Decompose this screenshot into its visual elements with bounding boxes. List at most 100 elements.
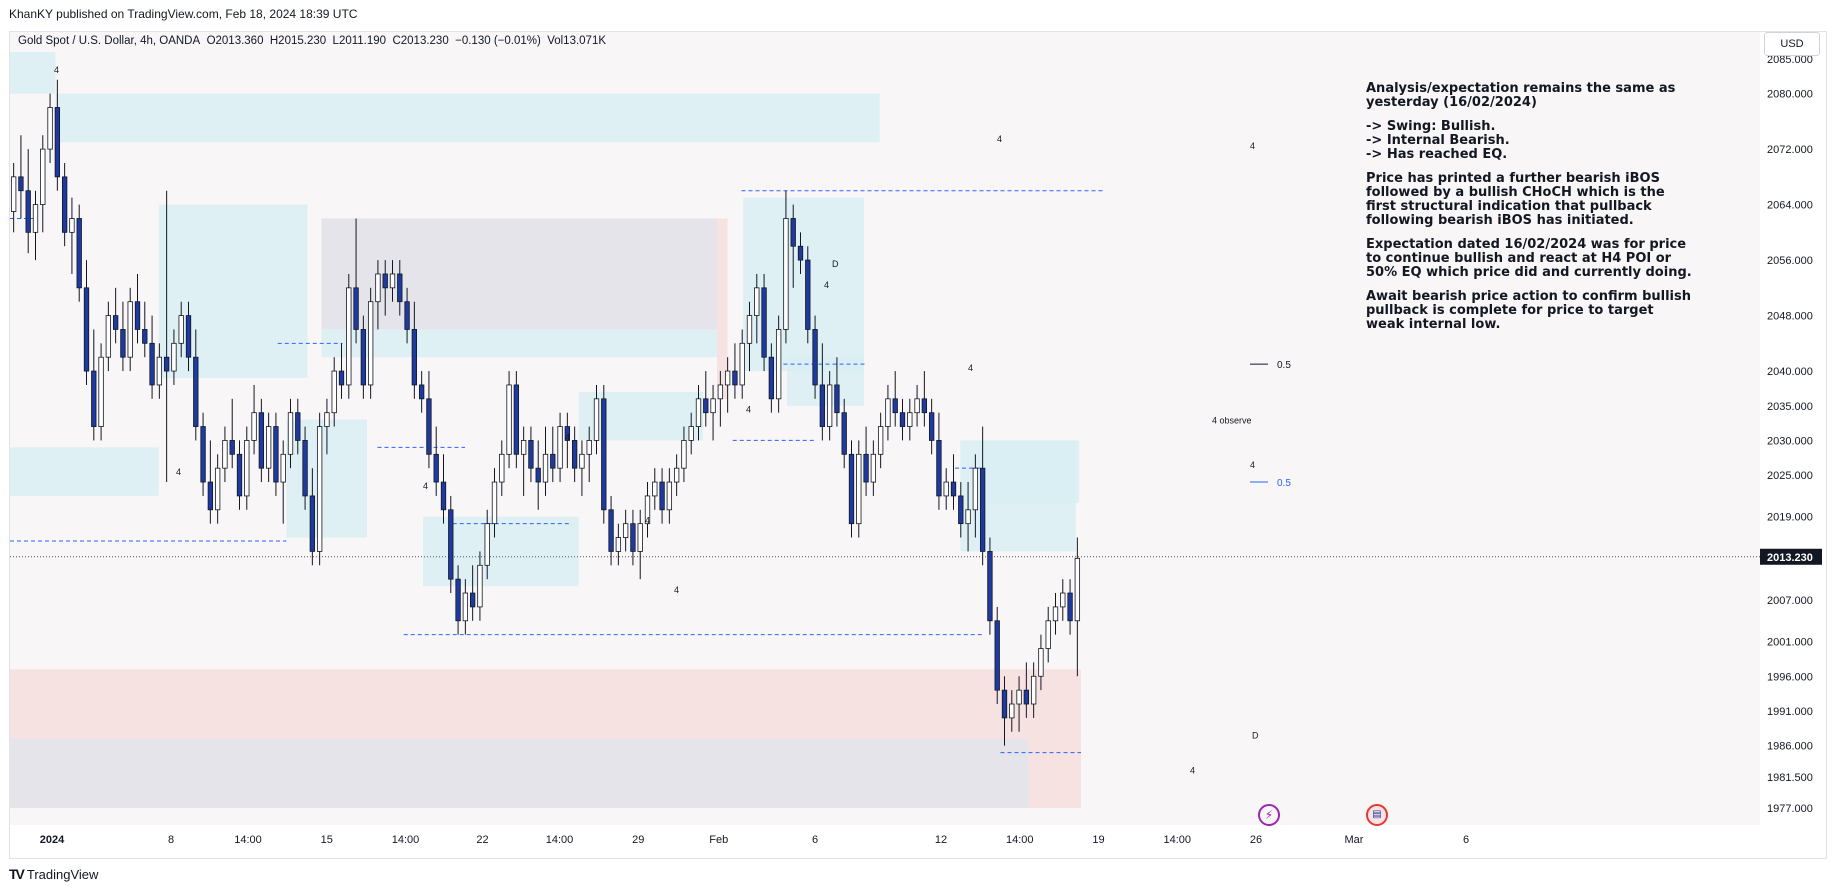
us-flag-event-icon[interactable]: ▤ [1366, 804, 1388, 826]
swing-point-label: 4 [968, 363, 973, 373]
poi-zone [981, 440, 1080, 503]
candle-body [841, 412, 847, 455]
poi-zone [55, 93, 880, 143]
candle-body [637, 523, 643, 552]
candle-body [1030, 675, 1037, 705]
candle-body [550, 453, 556, 469]
swing-point-label: 4 [176, 467, 181, 477]
swing-point-label: 4 [824, 280, 829, 290]
annotation-paragraph: Expectation dated 16/02/2024 was for pri… [1366, 237, 1692, 280]
x-axis-tick-label: 14:00 [1163, 834, 1191, 846]
candle-body [214, 467, 221, 511]
candle-body [280, 453, 286, 483]
candle-body [236, 453, 243, 497]
poi-zone [578, 391, 703, 441]
candle-body [185, 315, 192, 358]
candle-body [389, 273, 396, 289]
candle-body [316, 426, 323, 552]
candle-body [1001, 689, 1008, 719]
currency-button[interactable]: USD [1764, 32, 1820, 56]
candle-body [848, 453, 855, 525]
ohlc-change: −0.130 (−0.01%) [455, 35, 541, 47]
candle-body [193, 356, 199, 427]
candle-body [367, 301, 374, 386]
candle-body [10, 176, 17, 212]
candle-body [528, 440, 534, 469]
candle-body [732, 370, 738, 386]
swing-point-label: 4 [1190, 765, 1195, 775]
candle-body [688, 426, 694, 441]
y-axis-tick-label: 1991.000 [1767, 706, 1813, 718]
x-axis-tick-label: 6 [812, 834, 818, 846]
tradingview-logo[interactable]: TV TradingView [9, 866, 98, 882]
candle-body [448, 509, 454, 580]
candle-body [877, 426, 884, 455]
candle-body [768, 356, 775, 400]
candle-body [928, 412, 935, 441]
candle-body [25, 190, 31, 233]
swing-point-label: 4 [1250, 460, 1255, 470]
x-axis-tick-label: 26 [1250, 834, 1262, 846]
poi-zone [321, 218, 717, 330]
candle-body [819, 384, 826, 427]
candle-body [717, 384, 724, 400]
y-axis-tick-label: 2080.000 [1767, 89, 1813, 101]
candle-body [499, 453, 505, 483]
candle-body [484, 523, 490, 566]
y-axis-tick-label: 2040.000 [1767, 366, 1813, 378]
y-axis-tick-label: 2056.000 [1767, 255, 1813, 267]
candle-body [571, 440, 578, 469]
x-axis-tick-label: 15 [321, 834, 333, 846]
candle-body [462, 592, 469, 622]
candle-body [797, 245, 804, 261]
swing-point-label: 4 [997, 134, 1002, 144]
ohlc-low: L2011.190 [332, 35, 387, 47]
x-axis-tick-label: 14:00 [1006, 834, 1034, 846]
d-label: D [1252, 731, 1259, 741]
candle-body [761, 287, 767, 358]
candle-body [469, 592, 476, 608]
candle-body [324, 412, 330, 427]
candle-body [622, 523, 629, 538]
candle-body [397, 273, 403, 303]
candle-body [375, 273, 381, 303]
x-axis-tick-label: 12 [935, 834, 947, 846]
y-axis-tick-label: 2007.000 [1767, 595, 1813, 607]
analysis-text-note[interactable]: Analysis/expectation remains the same as… [1366, 82, 1696, 342]
candle-body [965, 509, 971, 525]
candle-body [987, 551, 993, 622]
candle-body [61, 176, 68, 233]
candle-body [601, 398, 607, 511]
dividend-event-icon[interactable]: ⚡ [1258, 804, 1280, 826]
poi-zone [321, 329, 717, 358]
candle-body [907, 412, 913, 427]
poi-zone [1028, 738, 1081, 809]
y-axis-tick-label: 2064.000 [1767, 200, 1813, 212]
x-axis-tick-label: 19 [1092, 834, 1104, 846]
y-axis-tick-label: 2035.000 [1767, 401, 1813, 413]
candle-body [746, 315, 753, 344]
y-axis-tick-label: 1996.000 [1767, 671, 1813, 683]
candle-body [171, 342, 177, 372]
candle-body [608, 509, 614, 552]
candle-body [338, 370, 345, 386]
candle-body [564, 426, 571, 441]
candle-body [1009, 703, 1015, 719]
candle-body [222, 440, 228, 469]
candle-body [535, 467, 541, 483]
candle-body [251, 412, 257, 441]
poi-zone [158, 204, 308, 379]
candle-body [265, 426, 272, 469]
candle-body [950, 481, 957, 497]
candle-body [426, 398, 432, 455]
candle-body [703, 398, 709, 414]
symbol-name[interactable]: Gold Spot / U.S. Dollar, 4h, OANDA [18, 35, 201, 47]
candle-body [790, 218, 796, 247]
chart-frame[interactable] [9, 31, 1827, 859]
candle-body [666, 481, 673, 511]
y-axis-tick-label: 2001.000 [1767, 637, 1813, 649]
annotation-paragraph: Price has printed a further bearish iBOS… [1366, 171, 1665, 228]
candle-body [382, 273, 388, 289]
poi-zone [10, 669, 1081, 739]
